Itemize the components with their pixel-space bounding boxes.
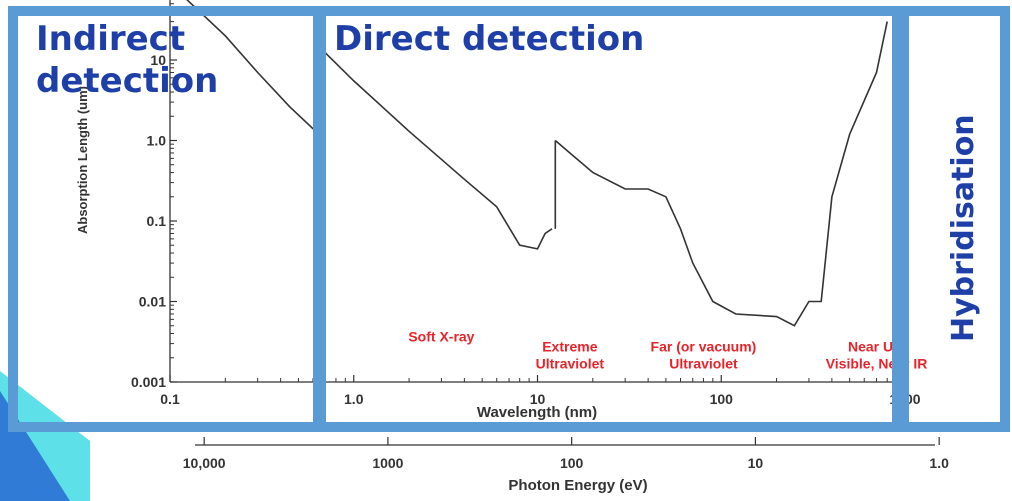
x2-axis-label: Photon Energy (eV) — [508, 477, 647, 494]
hybridisation-title: Hybridisation — [946, 114, 981, 342]
direct-detection-frame — [313, 6, 909, 432]
region-annotation: Far (or vacuum) Ultraviolet — [651, 338, 757, 371]
x2-tick-label: 100 — [560, 455, 584, 471]
x-tick-label: 0.1 — [160, 391, 180, 407]
x-tick-label: 1.0 — [344, 391, 364, 407]
tick-layer: 0.001 0.01 0.1 1.0 10 0.1 1.0 10 100 1000 10,000 10… — [131, 3, 949, 471]
region-annotation: Extreme Ultraviolet — [536, 338, 605, 371]
x2-tick-label: 10 — [748, 455, 764, 471]
indirect-detection-title: Indirect detection — [36, 19, 219, 101]
y-tick-label: 10 — [150, 52, 166, 68]
y-tick-label: 1.0 — [147, 133, 167, 149]
x2-tick-label: 10,000 — [183, 455, 226, 471]
hybridisation-frame — [892, 6, 1010, 432]
absorption-curve — [320, 47, 553, 250]
region-annotation: Soft X-ray — [408, 328, 474, 344]
direct-detection-title: Direct detection — [334, 19, 645, 59]
absorption-curve — [554, 21, 888, 327]
x2-tick-label: 1.0 — [929, 455, 949, 471]
x-tick-label: 10 — [530, 391, 546, 407]
y-axis-label: Absorption Length (um) — [75, 86, 90, 234]
y-tick-label: 0.001 — [131, 374, 166, 390]
x-axis-label: Wavelength (nm) — [477, 404, 597, 421]
y-tick-label: 0.1 — [147, 213, 167, 229]
x-tick-label: 100 — [710, 391, 734, 407]
x2-tick-label: 1000 — [372, 455, 403, 471]
y-tick-label: 0.01 — [139, 294, 166, 310]
